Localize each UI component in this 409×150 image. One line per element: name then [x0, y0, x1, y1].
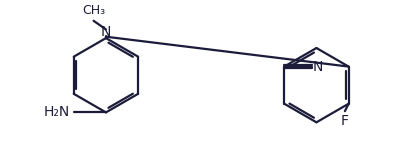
Text: N: N [101, 25, 111, 39]
Text: F: F [340, 114, 348, 128]
Text: H₂N: H₂N [44, 105, 70, 119]
Text: CH₃: CH₃ [82, 4, 105, 17]
Text: N: N [312, 60, 322, 74]
